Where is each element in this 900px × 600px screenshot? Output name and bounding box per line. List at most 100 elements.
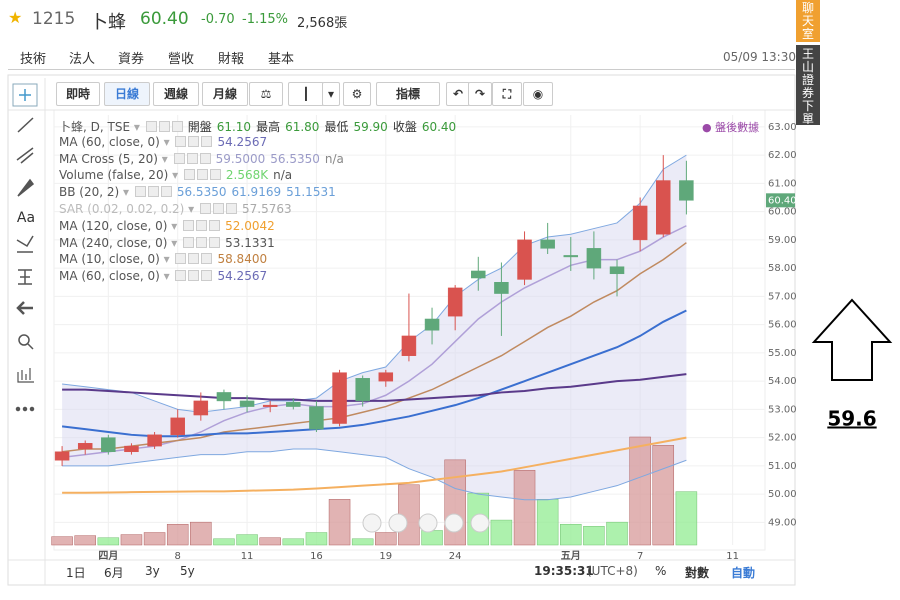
icon-button[interactable]: ⚖ — [249, 82, 283, 106]
tab[interactable]: 營收 — [168, 52, 195, 67]
bottom-pct[interactable]: % — [655, 564, 667, 578]
volume-bar — [629, 436, 651, 546]
dropdown[interactable]: ▾ — [167, 235, 182, 250]
star-icon[interactable]: ★ — [8, 8, 23, 27]
side-tab[interactable]: 聊天室 — [801, 1, 814, 41]
volume-bar — [74, 535, 96, 546]
nav-button[interactable] — [388, 513, 408, 533]
legend-control[interactable] — [226, 203, 237, 214]
volume-bar — [513, 469, 536, 546]
trend-tool[interactable] — [17, 117, 34, 133]
dropdown[interactable]: ▾ — [119, 185, 133, 200]
legend-value: 最低 — [324, 120, 349, 134]
icon-button[interactable]: ⛶ — [492, 82, 522, 106]
icon-button[interactable]: ⚙ — [343, 82, 371, 106]
legend-control[interactable] — [201, 135, 213, 147]
toolbar-button[interactable]: 月線 — [202, 82, 248, 106]
legend-control[interactable] — [209, 219, 221, 231]
dropdown[interactable]: ▾ — [168, 168, 182, 183]
legend-control[interactable] — [183, 219, 195, 231]
tab[interactable]: 財報 — [218, 52, 245, 67]
legend-control[interactable] — [183, 236, 195, 248]
bottom-auto[interactable]: 自動 — [731, 566, 756, 580]
legend-control[interactable] — [175, 270, 187, 282]
dropdown[interactable]: ▾ — [130, 120, 144, 134]
legend-label: MA (240, close, 0) — [59, 235, 168, 250]
tab[interactable]: 法人 — [69, 52, 96, 67]
legend-control[interactable] — [213, 203, 224, 214]
candle-body — [332, 372, 347, 424]
text-tool[interactable]: Aa — [17, 210, 35, 226]
dropdown[interactable]: ▾ — [167, 218, 182, 233]
icon-button[interactable]: ↷ — [468, 82, 492, 106]
legend-control[interactable] — [134, 186, 146, 198]
bottom-log[interactable]: 對數 — [685, 566, 710, 580]
legend-control[interactable] — [186, 152, 198, 164]
zoom-tool[interactable] — [18, 334, 30, 346]
chat-tab[interactable] — [796, 0, 820, 42]
icon-button[interactable]: ┃ — [288, 82, 324, 106]
tab[interactable]: 資券 — [118, 52, 145, 67]
legend-control[interactable] — [209, 236, 221, 248]
range-button[interactable]: 5y — [180, 564, 195, 578]
range-button[interactable]: 6月 — [104, 566, 124, 580]
toolbar-button[interactable]: 週線 — [153, 82, 199, 106]
legend-control[interactable] — [175, 253, 187, 265]
candle-body — [286, 402, 301, 407]
toolbar-button[interactable]: 指標 — [376, 82, 440, 106]
remove-tool[interactable] — [16, 301, 33, 315]
y-tick-label: 59.00 — [768, 235, 797, 246]
legend-control[interactable] — [196, 219, 208, 231]
legend-control[interactable] — [147, 186, 159, 198]
crosshair-tool[interactable] — [12, 83, 38, 107]
icon-button[interactable]: ▾ — [322, 82, 340, 106]
legend-row: 卜蜂, D, TSE ▾ 開盤 61.10 最高 61.80 最低 59.90 收盤 60.4… — [59, 118, 456, 135]
tab[interactable]: 技術 — [20, 52, 47, 67]
legend-control[interactable] — [188, 253, 200, 265]
measure-tool[interactable] — [18, 269, 32, 285]
nav-button[interactable] — [418, 513, 438, 533]
legend-control[interactable] — [171, 121, 183, 132]
dropdown[interactable]: ▾ — [159, 252, 174, 267]
bars-tool[interactable] — [17, 368, 34, 383]
nav-button[interactable] — [444, 513, 464, 533]
up-arrow — [811, 298, 893, 381]
legend-control[interactable] — [209, 169, 221, 181]
legend-control[interactable] — [188, 270, 200, 282]
legend-value: 51.1531 — [286, 185, 336, 200]
legend-control[interactable] — [201, 253, 213, 265]
pattern-tool[interactable] — [16, 235, 34, 253]
fib-tool[interactable] — [16, 147, 34, 164]
legend-control[interactable] — [201, 270, 213, 282]
dropdown[interactable]: ▾ — [157, 151, 172, 166]
more-dot[interactable] — [15, 406, 21, 412]
nav-button[interactable] — [362, 513, 382, 533]
legend-control[interactable] — [175, 135, 187, 147]
legend-control[interactable] — [173, 152, 185, 164]
dropdown[interactable]: ▾ — [184, 202, 198, 216]
toolbar-button[interactable]: 日線 — [104, 82, 150, 106]
legend-control[interactable] — [200, 203, 211, 214]
nav-button[interactable] — [470, 513, 490, 533]
range-button[interactable]: 3y — [145, 564, 160, 578]
legend-value: 59.90 — [353, 120, 388, 134]
order-tab[interactable] — [796, 45, 820, 125]
legend-control[interactable] — [183, 169, 195, 181]
range-button[interactable]: 1日 — [66, 566, 86, 580]
brush-tool[interactable] — [17, 178, 35, 197]
legend-control[interactable] — [158, 121, 170, 132]
legend-control[interactable] — [145, 121, 157, 132]
legend-control[interactable] — [196, 169, 208, 181]
icon-button[interactable]: ↶ — [446, 82, 470, 106]
legend-control[interactable] — [196, 236, 208, 248]
dropdown[interactable]: ▾ — [159, 269, 174, 284]
legend-control[interactable] — [160, 186, 172, 198]
volume-bar — [213, 538, 235, 546]
legend-control[interactable] — [188, 135, 200, 147]
legend-control[interactable] — [199, 152, 211, 164]
side-tab[interactable]: 王山證券下單 — [801, 47, 814, 126]
toolbar-button[interactable]: 即時 — [56, 82, 100, 106]
icon-button[interactable]: ◉ — [523, 82, 553, 106]
tab[interactable]: 基本 — [268, 52, 295, 67]
dropdown[interactable]: ▾ — [159, 134, 174, 149]
